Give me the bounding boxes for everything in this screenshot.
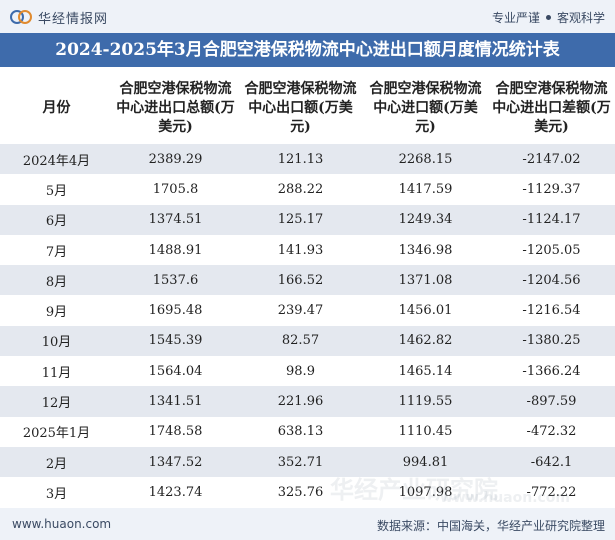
- cell-balance: -772.22: [488, 477, 615, 508]
- slogan-right: 客观科学: [556, 11, 605, 25]
- cell-month: 2024年4月: [0, 144, 113, 175]
- cell-import: 2268.15: [363, 144, 488, 175]
- cell-export: 638.13: [238, 416, 363, 447]
- cell-month: 8月: [0, 265, 113, 296]
- slogan-dot-icon: [545, 15, 551, 20]
- cell-import: 1371.08: [363, 265, 488, 296]
- cell-balance: -2147.02: [488, 144, 615, 175]
- column-header-export: 合肥空港保税物流中心出口额(万美元): [244, 80, 357, 135]
- cell-total: 1347.52: [113, 446, 238, 478]
- cell-import: 1465.14: [363, 356, 488, 387]
- column-header-import: 合肥空港保税物流中心进口额(万美元): [369, 80, 482, 135]
- cell-month: 6月: [0, 204, 113, 235]
- top-bar: 华经情报网 专业严谨 客观科学: [0, 0, 615, 33]
- table-row: 11月 1564.04 98.9 1465.14 -1366.24: [0, 356, 615, 387]
- cell-balance: -897.59: [488, 386, 615, 417]
- cell-month: 9月: [0, 295, 113, 326]
- cell-total: 1695.48: [113, 295, 238, 326]
- cell-export: 141.93: [238, 234, 363, 266]
- cell-total: 2389.29: [113, 144, 238, 175]
- cell-total: 1564.04: [113, 356, 238, 387]
- cell-balance: -1124.17: [488, 204, 615, 235]
- table-row: 2024年4月 2389.29 121.13 2268.15 -2147.02: [0, 144, 615, 175]
- cell-import: 1417.59: [363, 174, 488, 205]
- cell-balance: -1205.05: [488, 234, 615, 266]
- table-row: 10月 1545.39 82.57 1462.82 -1380.25: [0, 325, 615, 357]
- table-row: 2月 1347.52 352.71 994.81 -642.1: [0, 446, 615, 478]
- cell-month: 2月: [0, 446, 113, 478]
- cell-export: 352.71: [238, 446, 363, 478]
- table-row: 12月 1341.51 221.96 1119.55 -897.59: [0, 386, 615, 417]
- cell-export: 82.57: [238, 325, 363, 357]
- cell-import: 1456.01: [363, 295, 488, 326]
- data-table: 月份 合肥空港保税物流中心进出口总额(万美元) 合肥空港保税物流中心出口额(万美…: [0, 72, 615, 508]
- slogan: 专业严谨 客观科学: [492, 9, 605, 26]
- table-title: 2024-2025年3月合肥空港保税物流中心进出口额月度情况统计表: [0, 33, 615, 67]
- cell-import: 1097.98: [363, 477, 488, 508]
- table-row: 6月 1374.51 125.17 1249.34 -1124.17: [0, 204, 615, 235]
- cell-total: 1545.39: [113, 325, 238, 357]
- cell-month: 3月: [0, 477, 113, 508]
- brand-logo-icon: [10, 7, 32, 27]
- brand-name: 华经情报网: [38, 11, 109, 27]
- cell-export: 221.96: [238, 386, 363, 417]
- cell-month: 5月: [0, 174, 113, 205]
- slogan-left: 专业严谨: [491, 11, 540, 25]
- cell-export: 121.13: [238, 144, 363, 175]
- cell-month: 7月: [0, 234, 113, 266]
- cell-balance: -1129.37: [488, 174, 615, 205]
- column-header-month: 月份: [42, 99, 71, 116]
- cell-month: 10月: [0, 325, 113, 357]
- footer-website-link[interactable]: www.huaon.com: [12, 517, 112, 531]
- cell-total: 1748.58: [113, 416, 238, 447]
- cell-balance: -642.1: [488, 446, 615, 478]
- footer: www.huaon.com 数据来源：中国海关，华经产业研究院整理: [0, 508, 615, 540]
- cell-month: 12月: [0, 386, 113, 417]
- column-header-balance: 合肥空港保税物流中心进出口差额(万美元): [492, 80, 611, 135]
- cell-month: 11月: [0, 356, 113, 387]
- cell-balance: -472.32: [488, 416, 615, 447]
- cell-total: 1537.6: [113, 265, 238, 296]
- cell-import: 1119.55: [363, 386, 488, 417]
- cell-export: 325.76: [238, 477, 363, 508]
- cell-balance: -1216.54: [488, 295, 615, 326]
- cell-balance: -1366.24: [488, 356, 615, 387]
- cell-total: 1341.51: [113, 386, 238, 417]
- footer-source: 数据来源：中国海关，华经产业研究院整理: [376, 519, 605, 533]
- cell-total: 1423.74: [113, 477, 238, 508]
- cell-import: 1110.45: [363, 416, 488, 447]
- cell-total: 1374.51: [113, 204, 238, 235]
- cell-export: 239.47: [238, 295, 363, 326]
- cell-export: 288.22: [238, 174, 363, 205]
- table-row: 3月 1423.74 325.76 1097.98 -772.22: [0, 477, 615, 508]
- cell-export: 166.52: [238, 265, 363, 296]
- table-row: 5月 1705.8 288.22 1417.59 -1129.37: [0, 174, 615, 205]
- column-header-total: 合肥空港保税物流中心进出口总额(万美元): [116, 80, 235, 135]
- table-row: 9月 1695.48 239.47 1456.01 -1216.54: [0, 295, 615, 326]
- cell-export: 125.17: [238, 204, 363, 235]
- cell-import: 1249.34: [363, 204, 488, 235]
- table-body: 2024年4月 2389.29 121.13 2268.15 -2147.02 5月 170…: [0, 144, 615, 508]
- cell-import: 1462.82: [363, 325, 488, 357]
- cell-export: 98.9: [238, 356, 363, 387]
- table-row: 8月 1537.6 166.52 1371.08 -1204.56: [0, 265, 615, 296]
- cell-balance: -1204.56: [488, 265, 615, 296]
- table-header-row: 月份 合肥空港保税物流中心进出口总额(万美元) 合肥空港保税物流中心出口额(万美…: [0, 72, 615, 144]
- cell-month: 2025年1月: [0, 416, 113, 447]
- cell-import: 994.81: [363, 446, 488, 478]
- brand[interactable]: 华经情报网: [10, 7, 108, 27]
- cell-total: 1488.91: [113, 234, 238, 266]
- cell-total: 1705.8: [113, 174, 238, 205]
- table-row: 7月 1488.91 141.93 1346.98 -1205.05: [0, 234, 615, 266]
- cell-balance: -1380.25: [488, 325, 615, 357]
- cell-import: 1346.98: [363, 234, 488, 266]
- table-row: 2025年1月 1748.58 638.13 1110.45 -472.32: [0, 416, 615, 447]
